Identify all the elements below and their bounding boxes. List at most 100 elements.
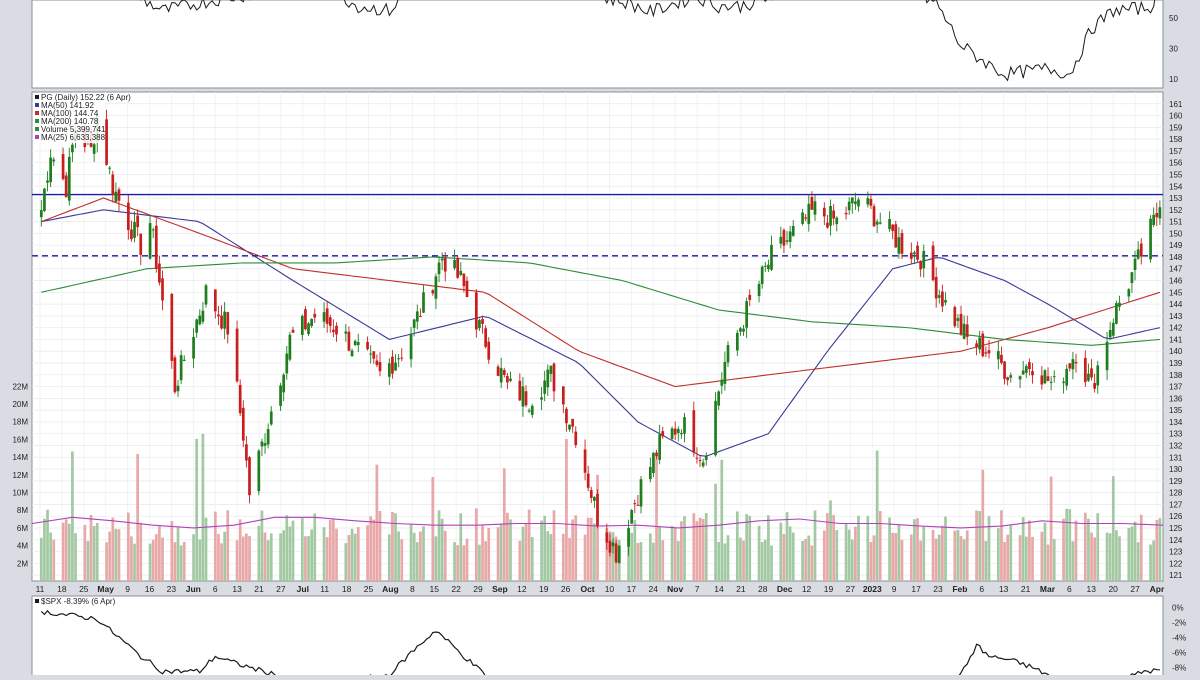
legend-swatch <box>35 119 39 123</box>
legend-swatch <box>35 135 39 139</box>
price-tick-label: 161 <box>1169 100 1183 109</box>
candle-body <box>412 319 416 328</box>
candle <box>139 233 143 265</box>
candle <box>1087 363 1090 383</box>
candle-body <box>692 410 696 453</box>
price-tick-label: 134 <box>1169 418 1183 427</box>
candle <box>347 326 351 352</box>
candle <box>745 297 748 339</box>
price-tick-label: 132 <box>1169 441 1183 450</box>
volume-bar <box>344 543 348 581</box>
volume-bar <box>987 516 991 581</box>
candle-body <box>213 289 217 312</box>
candle-body <box>1136 249 1140 259</box>
candle-body <box>614 543 618 563</box>
candle-body <box>826 222 829 228</box>
volume-tick-label: 22M <box>12 382 28 391</box>
candle-body <box>443 257 447 272</box>
candle-body <box>565 408 568 424</box>
candle-body <box>304 309 307 330</box>
candle <box>1149 215 1152 263</box>
top-indicator-panel <box>140 0 1156 82</box>
x-tick-label: 18 <box>342 584 352 594</box>
volume-bar <box>521 526 525 581</box>
bottom-tick-label: 0% <box>1172 604 1184 613</box>
price-tick-label: 153 <box>1169 194 1183 203</box>
x-tick-label: 20 <box>1108 584 1118 594</box>
x-tick-label: 6 <box>213 584 218 594</box>
volume-bar <box>807 535 811 581</box>
candle-body <box>126 202 130 231</box>
volume-bar <box>1024 536 1028 581</box>
candle <box>282 372 286 402</box>
x-tick-label: 11 <box>320 584 329 594</box>
candle-body <box>422 292 425 313</box>
candle-body <box>680 432 683 435</box>
candle-body <box>779 236 783 244</box>
candle <box>1136 241 1140 260</box>
candle <box>257 449 261 496</box>
volume-bar <box>366 525 369 581</box>
candle-body <box>151 229 155 231</box>
candle <box>266 423 270 449</box>
candle <box>409 327 413 368</box>
price-tick-label: 128 <box>1169 489 1183 498</box>
volume-bar <box>1093 537 1096 581</box>
bottom-panel-plot <box>31 595 1164 678</box>
x-tick-label: 9 <box>892 584 897 594</box>
legend-item: MA(100) 144.74 <box>41 109 99 118</box>
candle-body <box>608 540 612 553</box>
volume-bar <box>356 527 360 581</box>
candle-body <box>431 290 435 294</box>
volume-bar <box>565 439 568 581</box>
candle <box>617 545 621 564</box>
candle-body <box>518 380 522 401</box>
candle <box>1065 364 1069 391</box>
volume-bar <box>1049 476 1053 581</box>
candle <box>540 387 543 411</box>
volume-bar <box>1105 532 1109 581</box>
candle <box>1115 300 1118 325</box>
candle-body <box>981 333 985 357</box>
candle-body <box>723 361 727 384</box>
volume-bar <box>524 523 528 581</box>
candle-body <box>204 285 208 305</box>
volume-bar <box>499 524 503 581</box>
candle <box>235 320 239 383</box>
axis-labels: 1211221231241251261271281291301311321331… <box>12 14 1186 672</box>
volume-bar <box>459 513 463 581</box>
legend-item: PG (Daily) 152.22 (6 Apr) <box>41 93 131 102</box>
candle-body <box>307 323 310 335</box>
candle <box>487 337 491 364</box>
x-tick-label: 8 <box>410 584 415 594</box>
candle <box>909 242 913 265</box>
volume-bar <box>981 469 985 581</box>
volume-bar <box>46 509 49 581</box>
volume-bar <box>543 515 547 581</box>
candle-body <box>909 252 913 259</box>
x-tick-label: May <box>97 584 114 594</box>
volume-bar <box>241 536 245 581</box>
volume-bar <box>1111 476 1115 581</box>
volume-bar <box>332 518 335 581</box>
volume-bar <box>484 541 487 581</box>
candle-body <box>478 320 481 329</box>
candle <box>543 370 547 402</box>
candle-body <box>617 545 621 564</box>
candle-body <box>328 317 332 326</box>
volume-bar <box>658 526 661 581</box>
candle-body <box>975 343 978 348</box>
volume-bar <box>496 527 500 581</box>
candle <box>996 341 1000 370</box>
candle <box>1139 238 1143 265</box>
top-panel-plot <box>31 0 1164 89</box>
candle <box>201 302 205 325</box>
candle <box>934 267 938 308</box>
volume-bar <box>1068 509 1072 581</box>
candle-body <box>978 337 982 350</box>
bottom-tick-label: -4% <box>1172 634 1186 643</box>
candle-body <box>1158 207 1162 219</box>
volume-bar <box>760 542 764 581</box>
x-tick-label: 19 <box>824 584 834 594</box>
volume-bar <box>148 543 152 581</box>
